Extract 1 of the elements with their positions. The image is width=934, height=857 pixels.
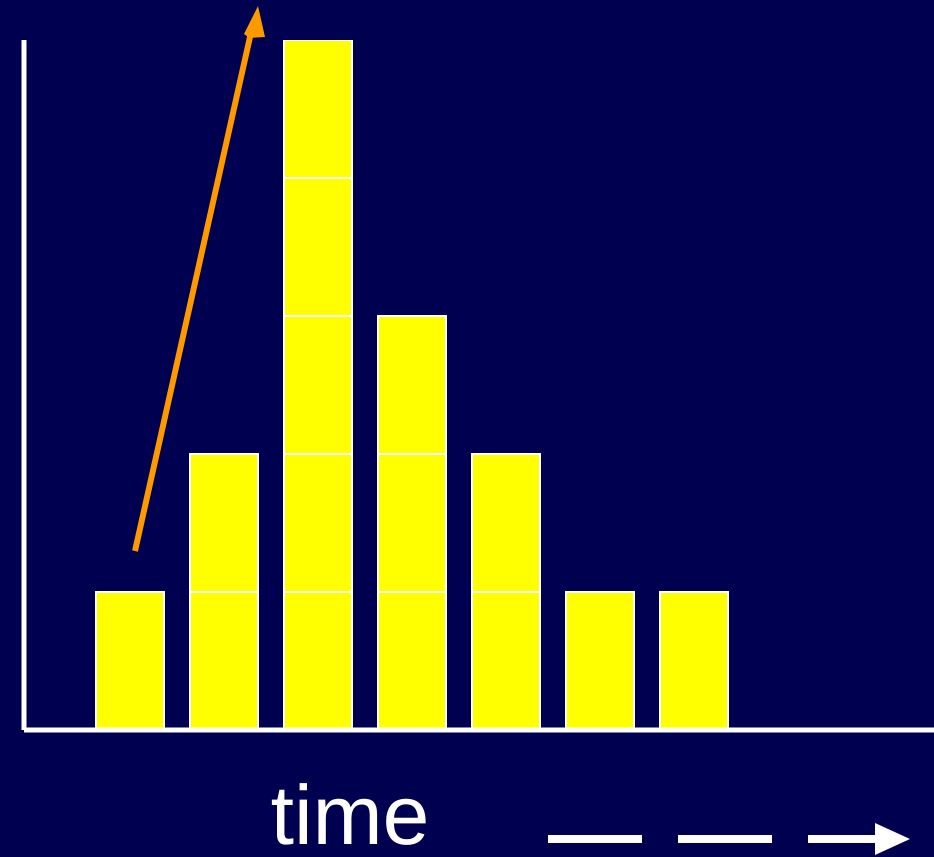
x-axis-title: time [270,768,430,857]
